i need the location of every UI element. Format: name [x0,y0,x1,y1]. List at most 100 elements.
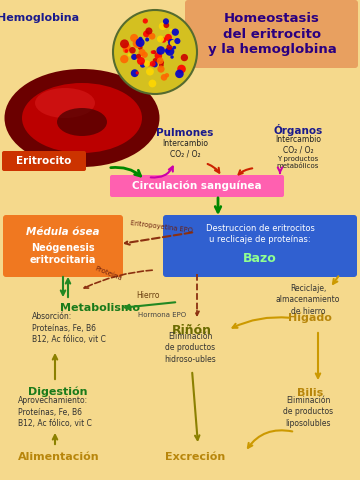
Circle shape [145,27,153,35]
Text: Neógenesis
eritrocitaria: Neógenesis eritrocitaria [30,243,96,265]
Circle shape [132,39,141,48]
Circle shape [120,55,129,63]
Text: Metabolismo: Metabolismo [60,303,140,313]
Text: Eritropoyetina EPO: Eritropoyetina EPO [130,220,194,234]
Circle shape [157,46,165,55]
Circle shape [139,49,146,56]
Text: Bilis: Bilis [297,388,323,398]
Text: Aprovechamiento:
Proteínas, Fe, B6
B12, Ac fólico, vit C: Aprovechamiento: Proteínas, Fe, B6 B12, … [18,396,92,428]
Text: Intercambio
CO₂ / O₂: Intercambio CO₂ / O₂ [275,135,321,155]
Circle shape [157,65,165,72]
Circle shape [152,61,158,67]
Circle shape [172,46,176,49]
Circle shape [159,22,167,30]
Circle shape [163,23,169,28]
Circle shape [172,28,179,36]
Circle shape [166,47,174,56]
Circle shape [159,63,164,67]
Circle shape [138,45,143,50]
Circle shape [140,62,145,68]
Circle shape [177,65,186,73]
Circle shape [168,39,175,46]
Text: Hemoglobina: Hemoglobina [0,13,79,23]
Circle shape [151,50,154,54]
Text: Bazo: Bazo [243,252,277,264]
Circle shape [147,62,152,67]
Circle shape [113,10,197,94]
Circle shape [136,72,139,74]
FancyBboxPatch shape [3,215,123,277]
Circle shape [130,34,138,42]
Text: Destruccion de eritrocitos
u reclicaje de proteínas:: Destruccion de eritrocitos u reclicaje d… [206,224,314,244]
FancyBboxPatch shape [163,215,357,277]
Circle shape [163,18,169,24]
Text: Alimentación: Alimentación [18,452,100,462]
Circle shape [125,46,129,49]
Text: Eliminación
de productos
liposolubles: Eliminación de productos liposolubles [283,396,333,428]
Text: Homeostasis
del eritrocito
y la hemoglobina: Homeostasis del eritrocito y la hemoglob… [208,12,336,57]
Circle shape [181,54,188,61]
FancyBboxPatch shape [110,175,284,197]
Circle shape [165,34,172,41]
Circle shape [131,54,137,60]
Circle shape [136,38,145,47]
Text: Intercambio
CO₂ / O₂: Intercambio CO₂ / O₂ [162,139,208,159]
Text: Hormona EPO: Hormona EPO [138,312,186,318]
Text: Pulmones: Pulmones [156,128,214,138]
Circle shape [165,73,169,77]
Circle shape [160,60,164,65]
Text: Proteína: Proteína [94,266,122,282]
Circle shape [144,60,150,67]
Circle shape [135,40,142,48]
Text: Excreción: Excreción [165,452,225,462]
Circle shape [142,52,148,58]
Circle shape [153,58,158,63]
Text: Eliminación
de productos
hidroso­ubles: Eliminación de productos hidroso­ubles [164,332,216,364]
FancyBboxPatch shape [2,151,86,171]
Circle shape [149,33,156,40]
Text: Absorción:
Proteínas, Fe, B6
B12, Ac fólico, vit C: Absorción: Proteínas, Fe, B6 B12, Ac fól… [32,312,106,344]
Circle shape [127,53,131,57]
Text: Riñón: Riñón [172,324,212,336]
Circle shape [149,80,156,87]
Circle shape [129,47,136,54]
Text: Hígado: Hígado [288,313,332,323]
Circle shape [123,48,129,53]
Ellipse shape [57,108,107,136]
Circle shape [165,48,170,53]
Circle shape [122,43,131,51]
Circle shape [138,37,143,41]
Circle shape [156,59,159,62]
Circle shape [152,50,156,54]
Text: Reciclaje,
almacenamiento
de hierro: Reciclaje, almacenamiento de hierro [276,284,340,316]
Text: Hierro: Hierro [136,290,160,300]
Ellipse shape [22,83,142,153]
Circle shape [143,31,150,37]
Circle shape [161,74,167,81]
Circle shape [154,52,162,60]
Circle shape [175,70,184,78]
FancyBboxPatch shape [185,0,358,68]
Circle shape [170,55,174,59]
Circle shape [150,61,156,67]
Text: Eritrocito: Eritrocito [16,156,72,166]
Circle shape [157,36,164,43]
Circle shape [145,37,149,42]
Text: Digestión: Digestión [28,387,87,397]
Ellipse shape [35,88,95,118]
Circle shape [137,57,145,65]
Circle shape [143,18,148,24]
Circle shape [136,54,141,59]
Circle shape [166,44,172,50]
Circle shape [131,69,139,77]
Circle shape [125,49,128,53]
Text: Circulación sanguínea: Circulación sanguínea [132,181,262,191]
Circle shape [170,29,173,32]
Text: Y productos
metabólicos: Y productos metabólicos [277,156,319,168]
Circle shape [157,58,163,64]
Circle shape [161,37,166,43]
Circle shape [170,40,176,46]
Text: Médula ósea: Médula ósea [26,227,100,237]
Circle shape [174,38,180,44]
Circle shape [120,39,129,48]
